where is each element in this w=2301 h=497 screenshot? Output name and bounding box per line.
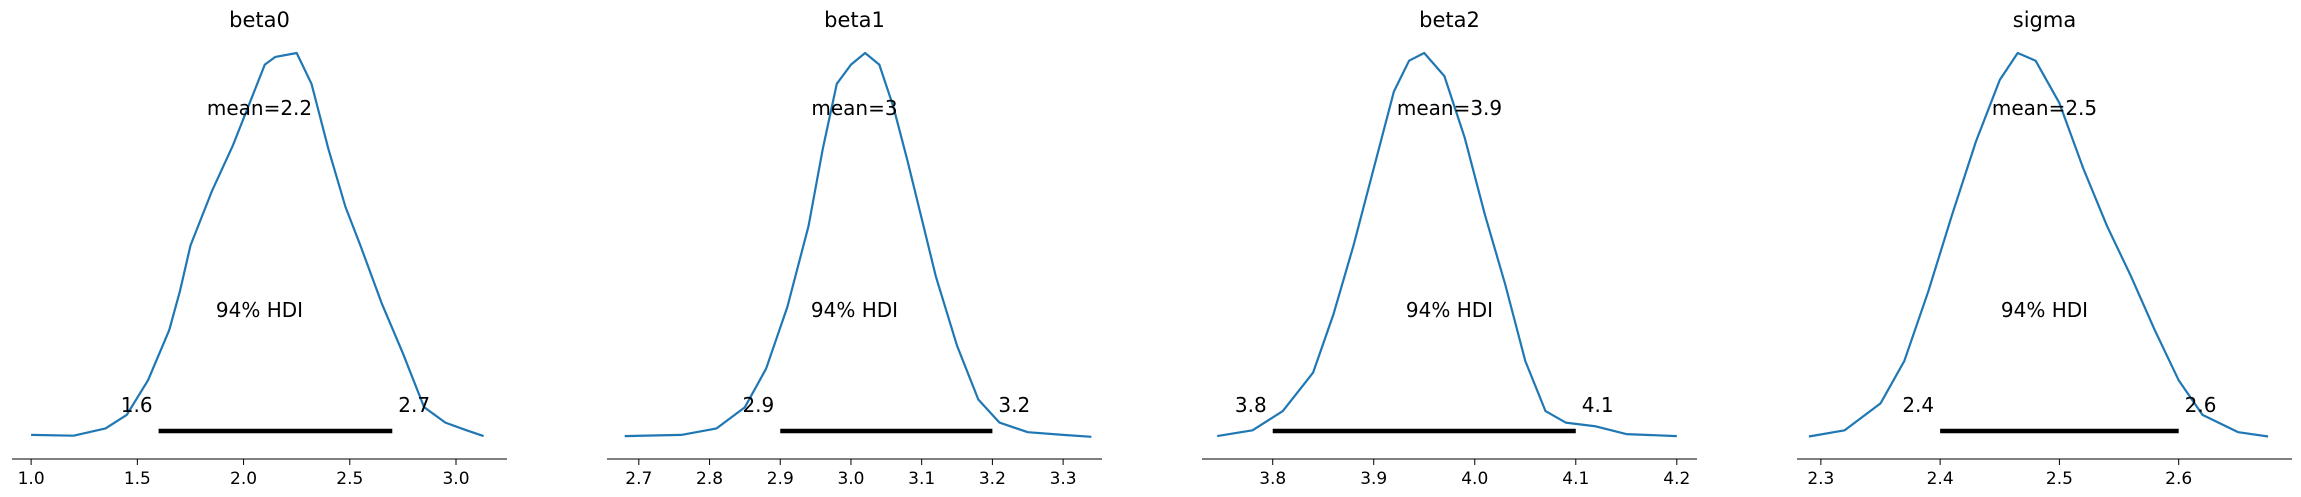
x-tick-label: 2.6 (2165, 469, 2192, 489)
panel-title: sigma (2013, 8, 2076, 32)
density-curve (1217, 51, 1677, 438)
x-tick-label: 3.1 (908, 469, 935, 489)
hdi-low-label: 2.4 (1902, 393, 1934, 417)
hdi-label: 94% HDI (2001, 298, 2088, 322)
panel-title: beta1 (824, 8, 885, 32)
x-tick-label: 2.4 (1927, 469, 1954, 489)
panel-beta0: beta0 mean=2.2 94% HDI 1.6 2.7 1.0 1.5 2.0 2.5 3.… (12, 8, 507, 489)
mean-label: mean=3.9 (1397, 96, 1502, 120)
hdi-high-label: 2.6 (2185, 393, 2217, 417)
x-tick-label: 4.1 (1562, 469, 1589, 489)
x-tick-label: 3.8 (1259, 469, 1286, 489)
x-tick-label: 2.8 (696, 469, 723, 489)
x-tick-label: 4.2 (1663, 469, 1690, 489)
x-tick-label: 1.0 (18, 469, 45, 489)
density-curve (624, 51, 1092, 438)
x-tick-label: 2.7 (625, 469, 652, 489)
hdi-high-label: 4.1 (1582, 393, 1614, 417)
x-tick-label: 1.5 (124, 469, 151, 489)
hdi-low-label: 1.6 (121, 393, 153, 417)
density-curve (1808, 51, 2269, 438)
hdi-label: 94% HDI (216, 298, 303, 322)
x-tick-label: 2.5 (2046, 469, 2073, 489)
hdi-high-label: 2.7 (398, 393, 430, 417)
x-tick-label: 2.3 (1807, 469, 1834, 489)
panel-beta2: beta2 mean=3.9 94% HDI 3.8 4.1 3.8 3.9 4.0 4.1 4.… (1202, 8, 1697, 489)
x-tick-label: 3.3 (1050, 469, 1077, 489)
panel-beta1: beta1 mean=3 94% HDI 2.9 3.2 2.7 2.8 2.9 3.0 3.1 3… (607, 8, 1102, 489)
hdi-low-label: 3.8 (1235, 393, 1267, 417)
mean-label: mean=2.2 (207, 96, 312, 120)
density-curve (31, 51, 484, 438)
x-tick-label: 2.0 (230, 469, 257, 489)
x-tick-label: 3.9 (1360, 469, 1387, 489)
hdi-label: 94% HDI (1406, 298, 1493, 322)
hdi-high-label: 3.2 (998, 393, 1030, 417)
panel-sigma: sigma mean=2.5 94% HDI 2.4 2.6 2.3 2.4 2.5 2.6 (1797, 8, 2292, 489)
hdi-low-label: 2.9 (742, 393, 774, 417)
panel-title: beta0 (229, 8, 290, 32)
x-tick-label: 3.0 (442, 469, 469, 489)
hdi-label: 94% HDI (811, 298, 898, 322)
x-tick-label: 3.0 (837, 469, 864, 489)
mean-label: mean=3 (811, 96, 897, 120)
mean-label: mean=2.5 (1992, 96, 2097, 120)
x-tick-label: 3.2 (979, 469, 1006, 489)
x-tick-label: 4.0 (1461, 469, 1488, 489)
x-tick-label: 2.5 (336, 469, 363, 489)
x-tick-label: 2.9 (767, 469, 794, 489)
panel-title: beta2 (1419, 8, 1480, 32)
